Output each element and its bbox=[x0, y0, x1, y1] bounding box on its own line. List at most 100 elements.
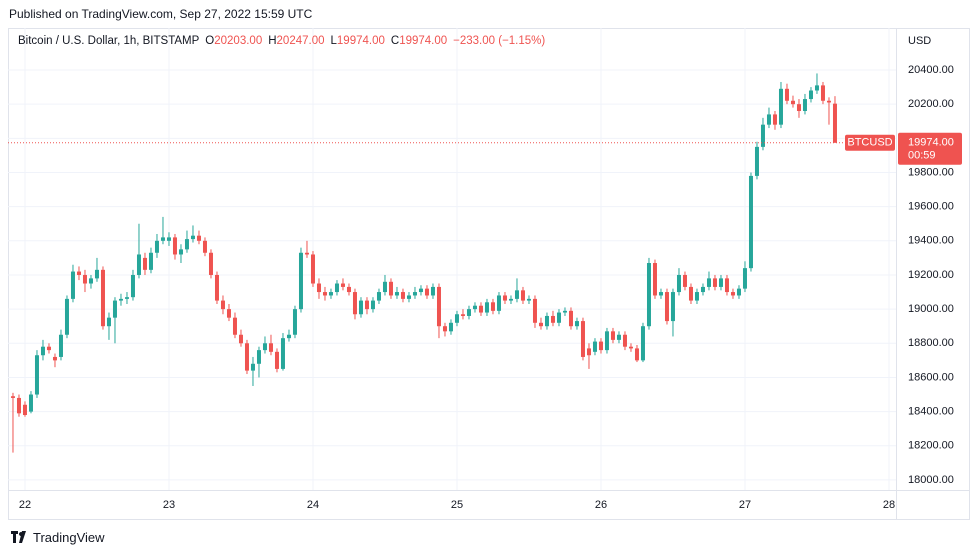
candle-body bbox=[334, 283, 339, 293]
candle-body bbox=[472, 305, 477, 310]
y-tick-label: 19800.00 bbox=[908, 166, 954, 178]
candle-body bbox=[418, 288, 423, 293]
candle-body bbox=[172, 237, 177, 255]
x-tick-label: 26 bbox=[595, 499, 607, 511]
candle-body bbox=[676, 274, 681, 293]
candle-body bbox=[538, 322, 543, 327]
candle-body bbox=[556, 312, 561, 323]
candle-body bbox=[574, 321, 579, 327]
frame bbox=[8, 28, 970, 520]
candle-body bbox=[58, 334, 63, 357]
candle-body bbox=[688, 286, 693, 301]
candle-body bbox=[406, 295, 411, 299]
candle-body bbox=[16, 397, 21, 414]
candle-body bbox=[460, 314, 465, 316]
candle-body bbox=[610, 331, 615, 340]
price-change: −233.00 (−1.15%) bbox=[453, 35, 546, 47]
candle-body bbox=[232, 317, 237, 335]
candle-body bbox=[448, 322, 453, 332]
candle-body bbox=[28, 394, 33, 412]
candle-body bbox=[190, 235, 195, 240]
candle-body bbox=[196, 235, 201, 241]
candle-body bbox=[112, 300, 117, 318]
candle-body bbox=[64, 298, 69, 335]
candle-body bbox=[124, 297, 129, 299]
candle-body bbox=[106, 317, 111, 327]
candle-body bbox=[646, 263, 651, 327]
candle-body bbox=[208, 252, 213, 275]
candle-body bbox=[358, 300, 363, 315]
candle-body bbox=[292, 309, 297, 335]
candle-body bbox=[550, 315, 555, 323]
candle-body bbox=[442, 326, 447, 332]
y-tick-label: 20400.00 bbox=[908, 64, 954, 76]
candle-body bbox=[712, 278, 717, 287]
y-tick-label: 18800.00 bbox=[908, 337, 954, 349]
candle-body bbox=[298, 252, 303, 310]
candle-body bbox=[256, 350, 261, 364]
x-tick-label: 24 bbox=[307, 499, 319, 511]
candle-body bbox=[148, 252, 153, 270]
x-tick-label: 23 bbox=[163, 499, 175, 511]
candle-body bbox=[484, 302, 489, 313]
candle-body bbox=[820, 85, 825, 101]
candle-body bbox=[322, 292, 327, 296]
candle-body bbox=[718, 278, 723, 287]
candle-body bbox=[508, 298, 513, 301]
candle-body bbox=[562, 310, 567, 313]
candle-body bbox=[328, 292, 333, 296]
x-tick-label: 22 bbox=[19, 499, 31, 511]
axes: 18000.00 18200.00 18400.00 18600.00 18800.00… bbox=[19, 64, 962, 511]
candle-body bbox=[748, 175, 753, 269]
y-tick-label: 19400.00 bbox=[908, 235, 954, 247]
published-note: Published on TradingView.com, Sep 27, 20… bbox=[9, 7, 313, 21]
candle-body bbox=[250, 363, 255, 371]
y-tick-label: 19600.00 bbox=[908, 201, 954, 213]
candle-body bbox=[316, 283, 321, 293]
candle-body bbox=[568, 310, 573, 327]
candle-body bbox=[826, 100, 831, 103]
candle-body bbox=[244, 343, 249, 371]
x-tick-label: 27 bbox=[739, 499, 751, 511]
candle-body bbox=[532, 298, 537, 323]
y-tick-label: 18200.00 bbox=[908, 440, 954, 452]
candle-body bbox=[388, 281, 393, 296]
candle-body bbox=[76, 271, 81, 275]
candle-body bbox=[652, 263, 657, 296]
candle-body bbox=[604, 331, 609, 351]
candle-body bbox=[154, 240, 159, 253]
ohlc-value: 20247.00 bbox=[276, 35, 325, 47]
candle-body bbox=[778, 88, 783, 125]
candle-body bbox=[760, 124, 765, 147]
candle-body bbox=[520, 290, 525, 301]
candle-body bbox=[238, 334, 243, 344]
ohlc-value: 20203.00 bbox=[214, 35, 263, 47]
ohlc-value: 19974.00 bbox=[336, 35, 385, 47]
candle-body bbox=[682, 274, 687, 287]
candle-body bbox=[694, 292, 699, 301]
candle-body bbox=[166, 237, 171, 241]
candle-body bbox=[640, 326, 645, 361]
y-tick-label: 19200.00 bbox=[908, 269, 954, 281]
ohlc-label: H bbox=[268, 35, 277, 47]
candle-body bbox=[412, 292, 417, 296]
brand: TradingView bbox=[33, 530, 105, 545]
candle-body bbox=[142, 257, 147, 270]
y-tick-label: 18400.00 bbox=[908, 406, 954, 418]
ohlc-label: L bbox=[330, 35, 337, 47]
legend-header: Bitcoin / U.S. Dollar, 1h, BITSTAMP O2020… bbox=[18, 35, 545, 47]
candle-body bbox=[82, 274, 87, 284]
candle-body bbox=[436, 286, 441, 327]
symbol-badge bbox=[845, 134, 895, 151]
candle-body bbox=[304, 252, 309, 255]
candle-body bbox=[784, 88, 789, 101]
candle-body bbox=[280, 338, 285, 369]
candle-body bbox=[700, 286, 705, 293]
candle-body bbox=[772, 114, 777, 125]
candle-body bbox=[346, 286, 351, 293]
grid bbox=[8, 28, 896, 490]
candle-body bbox=[832, 103, 837, 143]
candle-body bbox=[88, 278, 93, 284]
candle-body bbox=[430, 286, 435, 296]
candle-body bbox=[52, 356, 57, 361]
